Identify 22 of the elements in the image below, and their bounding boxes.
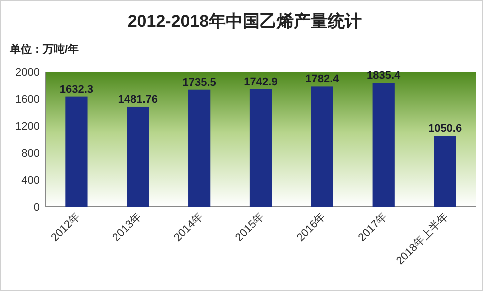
y-tick-label: 2000	[16, 67, 40, 79]
bar	[372, 83, 395, 207]
data-label: 1481.76	[118, 94, 158, 106]
data-label: 1835.4	[367, 70, 402, 82]
bar	[250, 89, 272, 207]
bar	[66, 96, 88, 207]
y-tick-label: 1200	[16, 121, 40, 133]
y-tick-label: 800	[22, 148, 40, 160]
bar	[311, 86, 334, 207]
bar	[434, 136, 456, 207]
y-axis-title: 单位：万吨/年	[9, 43, 80, 56]
chart-title: 2012-2018年中国乙烯产量统计	[128, 12, 362, 31]
data-label: 1742.9	[244, 76, 278, 88]
data-label: 1050.6	[428, 123, 462, 136]
data-label: 1632.3	[60, 84, 94, 96]
data-label: 1782.4	[306, 74, 340, 86]
data-label: 1735.5	[182, 76, 216, 89]
y-tick-label: 400	[22, 175, 40, 187]
bar	[127, 106, 150, 207]
y-tick-label: 0	[34, 202, 40, 214]
bar	[188, 90, 211, 207]
y-tick-label: 1600	[16, 94, 40, 106]
